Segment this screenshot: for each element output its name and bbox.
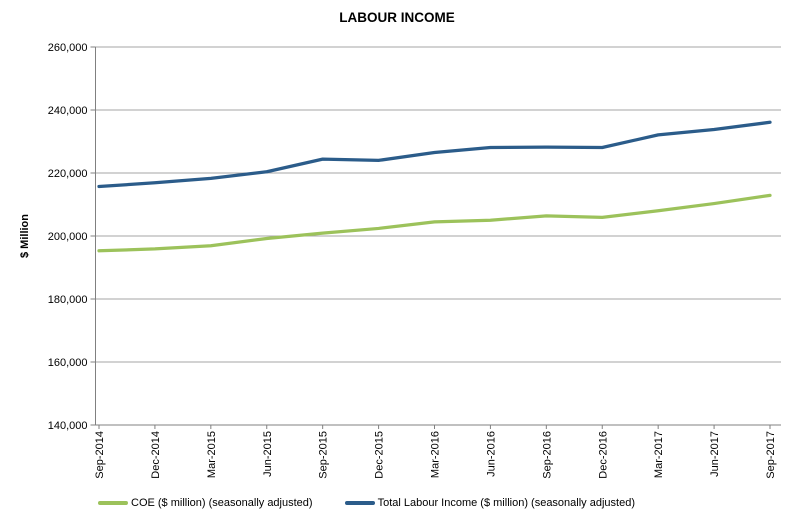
y-tick-label: 260,000 <box>48 42 88 54</box>
axes-group: 140,000 160,000 180,000 200,000 220,000 240,0… <box>48 42 781 479</box>
x-tick-label: Sep-2016 <box>541 431 553 479</box>
legend-item-total-labour-income: Total Labour Income ($ million) (seasona… <box>344 497 635 509</box>
x-tick-label: Sep-2015 <box>318 431 330 479</box>
chart-title: LABOUR INCOME <box>339 10 455 25</box>
y-tick-label: 160,000 <box>48 357 88 369</box>
legend-label: Total Labour Income ($ million) (seasona… <box>377 497 635 509</box>
legend-item-coe: COE ($ million) (seasonally adjusted) <box>98 497 313 509</box>
y-tick-label: 180,000 <box>48 294 88 306</box>
x-tick-label: Sep-2014 <box>94 431 106 479</box>
x-tick-label: Dec-2015 <box>374 431 386 479</box>
x-tick-label: Dec-2014 <box>150 431 162 479</box>
series-group <box>97 120 772 253</box>
legend: COE ($ million) (seasonally adjusted) Tot… <box>98 497 635 509</box>
series-line-total-labour-income <box>97 120 772 189</box>
y-tick-label: 140,000 <box>48 420 88 432</box>
gridlines-group <box>95 46 781 363</box>
x-tick-label: Mar-2016 <box>430 431 442 478</box>
series-line-coe <box>97 193 772 253</box>
legend-marker-coe <box>98 501 128 505</box>
legend-label: COE ($ million) (seasonally adjusted) <box>131 497 313 509</box>
legend-marker-total-labour-income <box>344 501 375 505</box>
x-tick-label: Jun-2016 <box>485 431 497 477</box>
y-tick-label: 220,000 <box>48 168 88 180</box>
x-tick-label: Mar-2015 <box>206 431 218 478</box>
y-axis-title: $ Million <box>19 214 31 258</box>
x-tick-label: Jun-2017 <box>709 431 721 477</box>
y-tick-label: 200,000 <box>48 231 88 243</box>
x-tick-label: Mar-2017 <box>653 431 665 478</box>
x-tick-label: Jun-2015 <box>262 431 274 477</box>
x-tick-label: Dec-2016 <box>597 431 609 479</box>
x-tick-label: Sep-2017 <box>765 431 777 479</box>
y-tick-label: 240,000 <box>48 105 88 117</box>
